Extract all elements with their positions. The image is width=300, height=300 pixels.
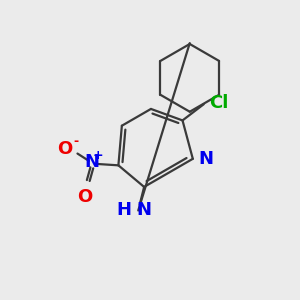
Text: H: H <box>116 202 131 220</box>
Text: +: + <box>93 149 104 162</box>
Text: N: N <box>137 202 152 220</box>
Text: Cl: Cl <box>209 94 228 112</box>
Text: -: - <box>74 135 79 148</box>
Text: N: N <box>198 150 213 168</box>
Text: N: N <box>84 153 99 171</box>
Text: O: O <box>57 140 72 158</box>
Text: O: O <box>77 188 92 206</box>
